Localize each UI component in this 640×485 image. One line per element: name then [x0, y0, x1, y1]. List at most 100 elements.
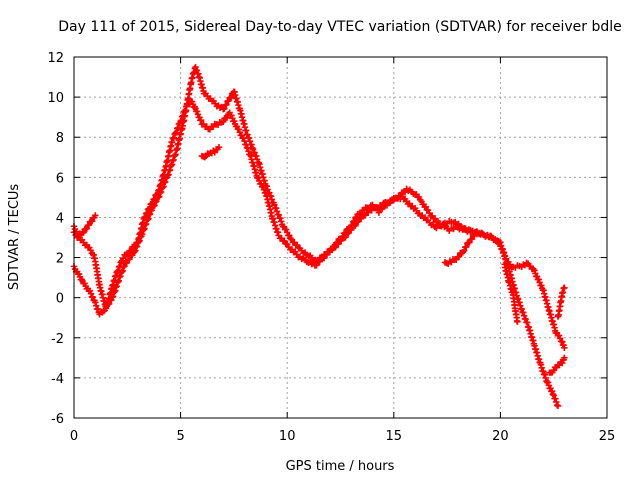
data-point-marker: [156, 189, 164, 196]
data-point-marker: [148, 207, 155, 214]
data-point-marker: [455, 253, 463, 260]
data-point-marker: [220, 118, 227, 125]
x-tick-label: 20: [492, 429, 509, 444]
data-point-marker: [159, 184, 166, 191]
data-point-marker: [133, 243, 140, 251]
data-point-marker: [221, 105, 228, 112]
data-point-marker: [531, 267, 538, 274]
data-point-marker: [153, 198, 160, 205]
y-tick-label: 2: [56, 252, 64, 267]
data-point-marker: [135, 238, 143, 245]
data-layer: [70, 63, 568, 410]
data-point-marker: [342, 234, 349, 241]
data-point-marker: [228, 93, 235, 101]
data-point-marker: [119, 254, 127, 262]
data-point-marker: [92, 212, 99, 219]
data-point-marker: [266, 189, 273, 196]
data-point-marker: [271, 201, 278, 209]
data-point-marker: [514, 318, 521, 325]
data-point-marker: [553, 401, 561, 409]
data-point-marker: [151, 202, 158, 209]
data-point-marker: [538, 282, 545, 289]
data-point-marker: [80, 229, 87, 236]
series-short-track-late-4: [554, 284, 568, 320]
data-point-marker: [162, 178, 169, 186]
data-point-marker: [352, 222, 359, 229]
data-point-marker: [102, 305, 110, 312]
x-tick-label: 10: [279, 429, 296, 444]
data-point-marker: [278, 218, 285, 225]
data-point-marker: [87, 290, 95, 297]
y-tick-label: -6: [51, 412, 64, 427]
data-point-marker: [264, 186, 271, 193]
data-point-marker: [223, 101, 230, 108]
series-short-track-late-2: [501, 261, 521, 325]
data-point-marker: [156, 193, 163, 200]
data-point-marker: [561, 344, 568, 352]
x-axis-label: GPS time / hours: [286, 459, 395, 474]
data-point-marker: [168, 139, 176, 146]
data-point-marker: [561, 354, 568, 362]
data-point-marker: [275, 211, 282, 219]
data-point-marker: [157, 188, 165, 196]
data-point-marker: [83, 225, 90, 232]
y-tick-label: 4: [56, 211, 64, 226]
data-point-marker: [272, 205, 280, 212]
series-short-track-mid: [198, 144, 223, 161]
series-short-track-early: [70, 212, 99, 240]
series-short-track-late-3: [546, 354, 568, 376]
data-point-marker: [268, 196, 276, 203]
data-point-marker: [535, 276, 542, 283]
data-point-marker: [553, 398, 560, 406]
plot-frame: [73, 56, 608, 419]
data-point-marker: [345, 230, 352, 237]
data-point-marker: [132, 247, 139, 254]
data-point-marker: [85, 221, 93, 229]
data-point-marker: [401, 188, 409, 196]
data-point-marker: [263, 182, 270, 190]
y-tick-label: 12: [47, 51, 64, 66]
data-point-marker: [126, 255, 133, 263]
data-point-marker: [131, 248, 138, 255]
data-point-marker: [170, 134, 177, 142]
y-tick-label: -4: [51, 372, 64, 387]
data-point-marker: [473, 228, 481, 235]
grid-layer: [74, 57, 607, 418]
x-tick-label: 5: [176, 429, 184, 444]
data-point-marker: [88, 217, 96, 225]
y-tick-label: 10: [47, 91, 64, 106]
chart-title: Day 111 of 2015, Sidereal Day-to-day VTE…: [58, 19, 622, 35]
data-point-marker: [273, 208, 281, 215]
data-point-marker: [92, 302, 100, 309]
data-point-marker: [235, 126, 243, 133]
data-point-marker: [161, 179, 168, 186]
data-point-marker: [287, 235, 294, 242]
data-point-marker: [561, 284, 568, 291]
data-point-marker: [463, 243, 470, 250]
y-tick-label: 6: [56, 171, 64, 186]
data-point-marker: [460, 247, 468, 254]
data-point-marker: [267, 192, 275, 200]
data-point-marker: [133, 242, 141, 250]
data-point-marker: [123, 259, 130, 267]
data-point-marker: [105, 300, 113, 308]
data-point-marker: [92, 299, 99, 306]
x-tick-label: 0: [70, 429, 78, 444]
data-point-marker: [468, 235, 476, 243]
data-point-marker: [282, 226, 290, 233]
data-point-marker: [552, 395, 559, 402]
x-tick-label: 15: [386, 429, 403, 444]
series-short-track-late-1: [441, 228, 481, 267]
data-point-marker: [550, 392, 557, 399]
y-axis-label: SDTVAR / TECUs: [7, 184, 22, 291]
data-point-marker: [89, 293, 96, 301]
series-track-B: [70, 63, 562, 410]
y-tick-label: 0: [56, 292, 64, 307]
data-point-marker: [169, 135, 177, 142]
data-point-marker: [136, 237, 143, 244]
y-tick-label: 8: [56, 131, 64, 146]
data-point-marker: [347, 226, 355, 234]
data-point-marker: [471, 232, 478, 239]
